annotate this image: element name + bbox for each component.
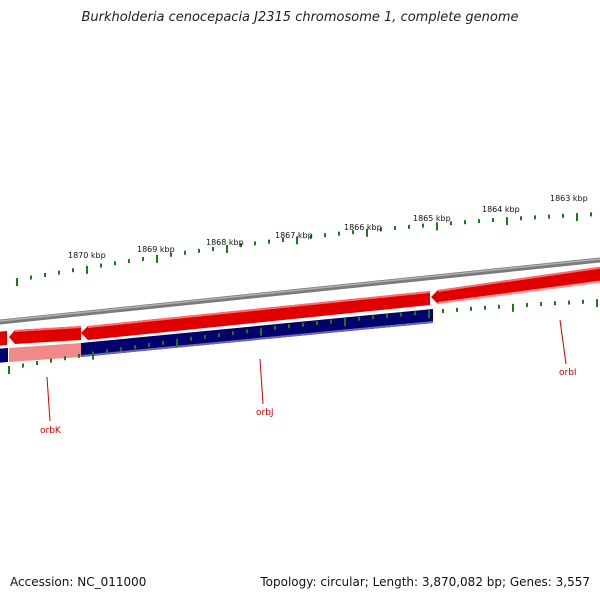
forward-gene-arrow[interactable] bbox=[81, 291, 430, 340]
scale-tick-label: 1868 kbp bbox=[206, 238, 244, 247]
reverse-gene-arrow[interactable] bbox=[9, 343, 81, 362]
scale-tick-label: 1866 kbp bbox=[344, 223, 382, 232]
inner-tick-ring bbox=[8, 299, 598, 374]
gene-label-leader bbox=[46, 376, 51, 422]
scale-tick-label: 1870 kbp bbox=[68, 251, 106, 260]
forward-genes bbox=[0, 266, 600, 346]
backbone-ring bbox=[0, 257, 600, 325]
map-title: Burkholderia cenocepacia J2315 chromosom… bbox=[81, 10, 519, 25]
forward-gene-highlight bbox=[437, 266, 600, 292]
reverse-gene-arrow[interactable] bbox=[0, 348, 8, 363]
scale-tick-label: 1864 kbp bbox=[482, 205, 520, 214]
scale-tick-label: 1869 kbp bbox=[137, 245, 175, 254]
scale-tick-label: 1867 kbp bbox=[275, 231, 313, 240]
scale-tick-label: 1863 kbp bbox=[550, 194, 588, 203]
forward-gene-arrow[interactable] bbox=[0, 331, 7, 346]
genome-summary: Topology: circular; Length: 3,870,082 bp… bbox=[260, 575, 590, 589]
forward-gene-highlight bbox=[87, 291, 431, 328]
forward-gene-arrow[interactable] bbox=[431, 266, 600, 304]
forward-gene-shadow bbox=[437, 280, 600, 304]
gene-label-orbI[interactable]: orbI bbox=[559, 368, 577, 378]
outer-tick-ring bbox=[16, 212, 592, 286]
gene-label-leader bbox=[559, 319, 567, 365]
forward-gene-highlight bbox=[14, 326, 82, 332]
backbone-ring-highlight bbox=[0, 258, 600, 322]
gene-label-leader bbox=[259, 358, 264, 405]
gene-label-orbK[interactable]: orbK bbox=[40, 426, 62, 436]
accession-text: Accession: NC_011000 bbox=[10, 575, 147, 589]
gene-label-orbJ[interactable]: orbJ bbox=[256, 408, 274, 418]
scale-tick-label: 1865 kbp bbox=[413, 214, 451, 223]
reverse-gene-shadow bbox=[80, 321, 434, 357]
